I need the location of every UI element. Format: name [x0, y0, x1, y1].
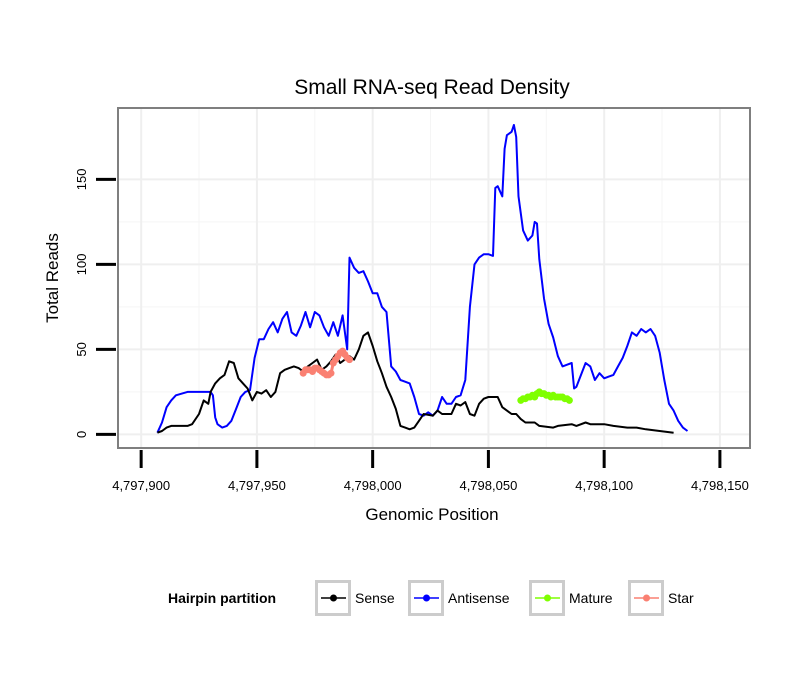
x-tick-label: 4,797,900 — [112, 478, 170, 493]
legend: Hairpin partition Sense Antisense Mature St… — [168, 580, 694, 616]
y-tick-label: 0 — [74, 431, 89, 438]
legend-label: Antisense — [448, 590, 510, 606]
y-axis-title: Total Reads — [43, 233, 62, 323]
chart-title: Small RNA-seq Read Density — [294, 76, 570, 99]
x-tick-label: 4,798,050 — [459, 478, 517, 493]
data-point-star — [327, 369, 335, 377]
legend-label: Sense — [355, 590, 395, 606]
legend-item-sense: Sense — [315, 580, 395, 616]
legend-item-mature: Mature — [529, 580, 613, 616]
series-lines — [156, 124, 689, 434]
legend-title: Hairpin partition — [168, 590, 276, 606]
y-tick-label: 150 — [74, 169, 89, 191]
y-tick-label: 50 — [74, 342, 89, 356]
legend-item-antisense: Antisense — [408, 580, 510, 616]
y-axis-ticks: 0 50 100 150 — [74, 169, 116, 438]
x-tick-label: 4,798,000 — [344, 478, 402, 493]
x-tick-label: 4,798,150 — [691, 478, 749, 493]
legend-key-marker — [330, 594, 337, 602]
grid-minor — [119, 109, 749, 447]
x-axis-title: Genomic Position — [365, 505, 498, 524]
plot-panel — [117, 107, 751, 449]
series-line-antisense — [156, 124, 689, 434]
y-tick-label: 100 — [74, 254, 89, 276]
data-point-star — [346, 356, 353, 364]
legend-key-marker — [643, 594, 650, 602]
x-tick-label: 4,797,950 — [228, 478, 286, 493]
series-line-sense — [157, 331, 674, 434]
data-point-mature — [565, 396, 573, 404]
legend-key-marker — [423, 594, 430, 602]
x-tick-label: 4,798,100 — [575, 478, 633, 493]
legend-item-star: Star — [628, 580, 694, 616]
legend-label: Star — [668, 590, 694, 606]
series-markers — [299, 347, 573, 404]
grid-major — [119, 109, 749, 447]
x-axis-ticks: 4,797,900 4,797,950 4,798,000 4,798,050 4,79… — [112, 450, 749, 493]
legend-label: Mature — [569, 590, 613, 606]
legend-key-marker — [544, 594, 551, 602]
